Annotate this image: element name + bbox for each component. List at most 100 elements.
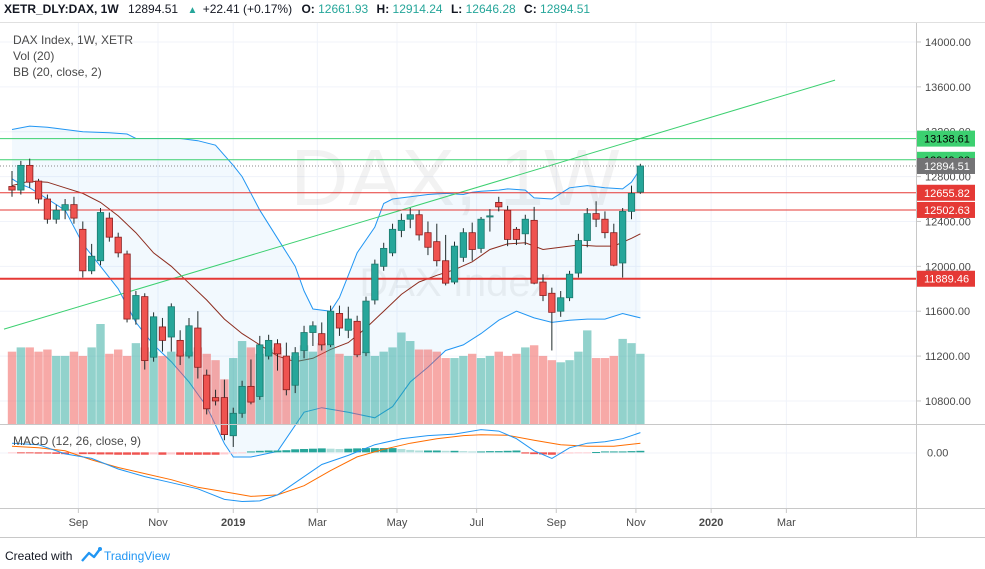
candle-body xyxy=(539,281,547,296)
last-price: 12894.51 xyxy=(128,2,178,16)
candle-body xyxy=(450,245,459,283)
price-tick-label: 13600.00 xyxy=(925,82,971,94)
volume-bar xyxy=(229,358,238,424)
low-value: 12646.28 xyxy=(466,2,516,16)
time-tick-label: Sep xyxy=(69,517,89,529)
price-label-text: 12655.82 xyxy=(924,188,970,200)
candle-body xyxy=(282,355,290,391)
volume-bar xyxy=(114,349,123,424)
trendline xyxy=(3,79,836,330)
legend-bollinger: BB (20, close, 2) xyxy=(13,65,102,79)
price-label-box xyxy=(917,130,975,147)
volume-bar xyxy=(149,351,158,424)
candle-body xyxy=(141,296,149,361)
volume-bar xyxy=(175,353,185,424)
macd-histogram-bar xyxy=(123,452,132,455)
volume-bar xyxy=(335,353,344,424)
footer-created-with: Created with xyxy=(5,549,72,563)
macd-histogram-bar xyxy=(379,448,388,453)
candle-body xyxy=(105,217,113,238)
candle-body xyxy=(388,228,397,254)
bollinger-fill xyxy=(12,126,641,457)
macd-histogram-bar xyxy=(618,451,627,453)
price-tick-label: 11200.00 xyxy=(925,351,970,363)
candle-body xyxy=(326,310,335,346)
macd-histogram-bar xyxy=(432,450,441,453)
indicator-legend: DAX Index, 1W, XETR Vol (20) BB (20, clo… xyxy=(13,33,141,448)
macd-histogram-bar xyxy=(158,452,167,455)
price-label-text: 11889.46 xyxy=(924,274,969,286)
macd-histogram-bar xyxy=(468,451,477,453)
macd-histogram-bar xyxy=(255,450,264,453)
candle-body xyxy=(583,213,591,241)
open-label: O: xyxy=(301,2,314,16)
candle-body xyxy=(318,333,326,346)
candle-body xyxy=(477,218,485,249)
volume-bar xyxy=(636,353,645,424)
volume-bar xyxy=(78,355,87,424)
price-level-labels: 13138.6112949.6612894.5112655.8212502.63… xyxy=(917,130,975,287)
volume-bar xyxy=(69,351,79,424)
macd-histogram-bar xyxy=(34,452,43,454)
volume-bar xyxy=(494,351,503,424)
macd-histogram-bar xyxy=(335,448,344,453)
volume-bar xyxy=(609,355,618,424)
candle-body xyxy=(459,232,467,258)
time-tick-label: 2019 xyxy=(221,517,245,529)
macd-histogram-bar xyxy=(353,448,362,453)
volume-bar xyxy=(158,355,167,424)
macd-histogram-bar xyxy=(246,451,255,453)
candle-body xyxy=(335,313,344,329)
volume-bar xyxy=(43,349,52,424)
legend-volume: Vol (20) xyxy=(13,49,54,63)
time-tick-label: Mar xyxy=(308,517,327,529)
candle-body xyxy=(194,327,202,368)
low-label: L: xyxy=(451,2,462,16)
symbol-label: XETR_DLY:DAX, 1W xyxy=(4,2,119,16)
volume-bar xyxy=(140,347,149,424)
macd-histogram-bar xyxy=(362,448,370,453)
candle-body xyxy=(362,300,370,354)
volume-bar xyxy=(317,343,326,424)
volume-bar xyxy=(503,355,512,424)
volume-bar xyxy=(565,360,574,424)
macd-histogram-bar xyxy=(238,452,247,454)
time-axis[interactable]: Sep Nov 2019 Mar May Jul Sep Nov 2020 Mar xyxy=(69,508,797,529)
volume-bar xyxy=(476,358,486,424)
macd-pane xyxy=(8,429,645,503)
volume-bar xyxy=(485,355,495,424)
macd-histogram-bar xyxy=(105,452,114,455)
candle-body xyxy=(627,193,636,212)
candle-body xyxy=(70,204,78,219)
time-tick-label: Sep xyxy=(546,517,566,529)
macd-histogram-bar xyxy=(140,452,149,455)
candle-body xyxy=(415,214,423,236)
watermark-big: DAX, 1W xyxy=(291,133,620,222)
header-bar: XETR_DLY:DAX, 1W 12894.51 ▲ +22.41 (+0.1… xyxy=(4,2,590,16)
candle-body xyxy=(26,164,34,183)
macd-histogram-bar xyxy=(512,450,521,453)
candle-body xyxy=(309,325,317,333)
candle-body xyxy=(557,297,565,312)
macd-histogram-bar xyxy=(8,452,16,454)
footer-brand[interactable]: TradingView xyxy=(104,549,170,563)
volume-bar xyxy=(423,349,433,424)
candle-body xyxy=(371,263,379,301)
macd-histogram-bar xyxy=(211,452,220,455)
candle-body xyxy=(495,201,503,208)
macd-tick-label: 0.00 xyxy=(927,447,948,459)
volume-bar xyxy=(379,351,388,424)
macd-histogram-bar xyxy=(264,450,273,453)
volume-bar xyxy=(273,347,282,424)
volume-bar xyxy=(344,355,353,424)
volume-bar xyxy=(299,345,309,424)
candle-body xyxy=(300,332,308,351)
volume-bar xyxy=(7,351,17,424)
volume-bar xyxy=(326,345,335,424)
macd-histogram-bar xyxy=(282,450,291,453)
candle-body xyxy=(406,214,414,220)
candle-body xyxy=(353,320,361,356)
candle-body xyxy=(486,215,494,218)
macd-histogram-bar xyxy=(229,452,238,454)
